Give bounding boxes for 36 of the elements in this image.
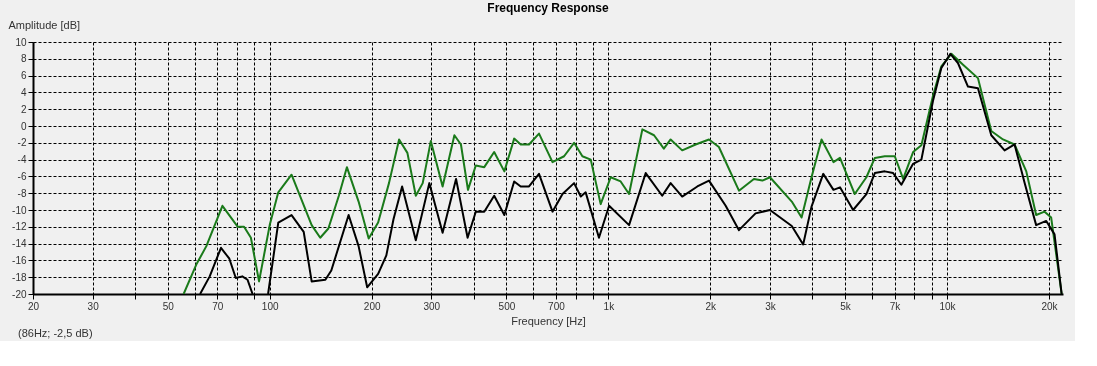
x-tick-label: 500 — [498, 300, 516, 312]
y-axis-title: Amplitude [dB] — [8, 18, 81, 31]
y-tick-label: 8 — [20, 53, 27, 65]
y-tick-label: -2 — [17, 137, 27, 149]
x-tick-label: 1k — [603, 300, 616, 312]
y-tick-label: -10 — [12, 204, 27, 216]
x-tick-label: 50 — [162, 300, 175, 312]
y-tick-label: -16 — [12, 254, 27, 266]
x-tick-label: 700 — [548, 300, 566, 312]
y-tick-label: -18 — [12, 271, 27, 283]
x-tick-label: 300 — [423, 300, 441, 312]
x-tick-label: 10k — [939, 300, 957, 312]
x-tick-label: 20 — [27, 300, 40, 312]
x-tick-label: 5k — [840, 300, 852, 312]
y-tick-label: 10 — [15, 36, 27, 48]
y-tick-label: -4 — [17, 154, 27, 166]
x-tick-label: 100 — [261, 300, 279, 312]
x-tick-label: 3k — [765, 300, 777, 312]
y-tick-label: -6 — [17, 170, 27, 182]
y-tick-label: 0 — [20, 120, 27, 132]
y-tick-label: -14 — [12, 238, 27, 250]
y-tick-label: -20 — [12, 288, 27, 300]
y-tick-label: -12 — [12, 221, 27, 233]
y-tick-label: 6 — [20, 70, 27, 82]
text: (86Hz; -2,5 dB) — [18, 327, 93, 339]
x-tick-label: 200 — [363, 300, 381, 312]
y-tick-label: -8 — [17, 187, 27, 199]
y-tick-label: 2 — [20, 103, 27, 115]
x-tick-label: 20k — [1041, 300, 1059, 312]
chart-title: Frequency Response — [487, 1, 610, 15]
x-axis-title: Frequency [Hz] — [511, 314, 586, 327]
x-tick-label: 2k — [705, 300, 718, 312]
x-tick-label: 70 — [212, 300, 224, 312]
y-tick-label: 4 — [20, 86, 27, 98]
x-tick-label: 7k — [889, 300, 902, 312]
x-tick-label: 30 — [87, 300, 100, 312]
